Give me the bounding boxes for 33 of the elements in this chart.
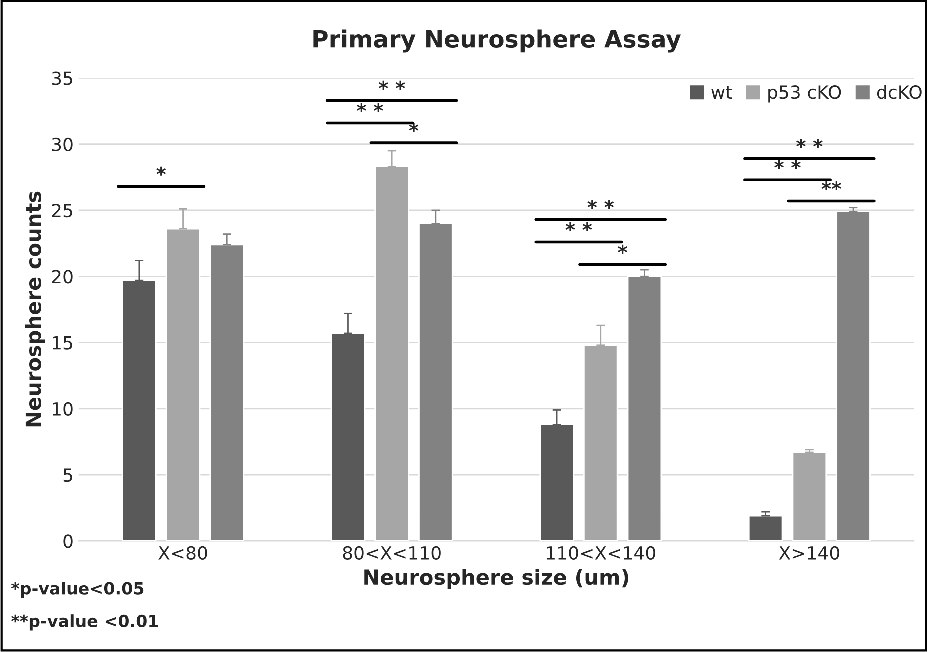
x-tick-label: X<80 — [158, 546, 208, 560]
y-tick-label: 5 — [64, 468, 72, 482]
annotation: * * — [566, 222, 592, 232]
y-axis-title: Neurosphere counts — [25, 192, 46, 427]
bar — [792, 452, 828, 542]
x-axis-title: Neurosphere size (um) — [364, 569, 628, 590]
y-tick-label: 10 — [53, 402, 73, 416]
legend-label: wt — [712, 86, 732, 99]
annotation: * — [618, 244, 628, 254]
y-tick-label: 30 — [52, 138, 73, 152]
annotation: * — [156, 166, 166, 176]
annotation: * * — [588, 200, 614, 209]
legend-label: p53 cKO — [768, 86, 842, 103]
y-tick-label: 25 — [52, 204, 72, 218]
x-tick-label: 80<X<110 — [343, 546, 441, 560]
x-tick-label: X>140 — [779, 546, 840, 560]
annotation: * * — [356, 103, 384, 112]
y-tick-label: 0 — [64, 534, 73, 548]
annotation: ** — [822, 181, 842, 190]
legend-label: dcKO — [877, 85, 922, 100]
y-tick-label: 20 — [52, 270, 73, 284]
chart-title: Primary Neurosphere Assay — [314, 30, 682, 53]
annotation: * * — [378, 80, 406, 90]
annotation: * * — [796, 139, 823, 148]
bar — [748, 515, 784, 542]
annotation: * — [409, 123, 419, 132]
text: **p-value <0.01 — [11, 614, 158, 631]
text: *p-value<0.05 — [11, 582, 144, 598]
bar — [836, 211, 871, 542]
annotation: * * — [774, 160, 801, 170]
y-tick-label: 15 — [53, 336, 72, 350]
y-tick-label: 35 — [52, 72, 72, 86]
x-tick-label: 110<X<140 — [547, 546, 656, 560]
